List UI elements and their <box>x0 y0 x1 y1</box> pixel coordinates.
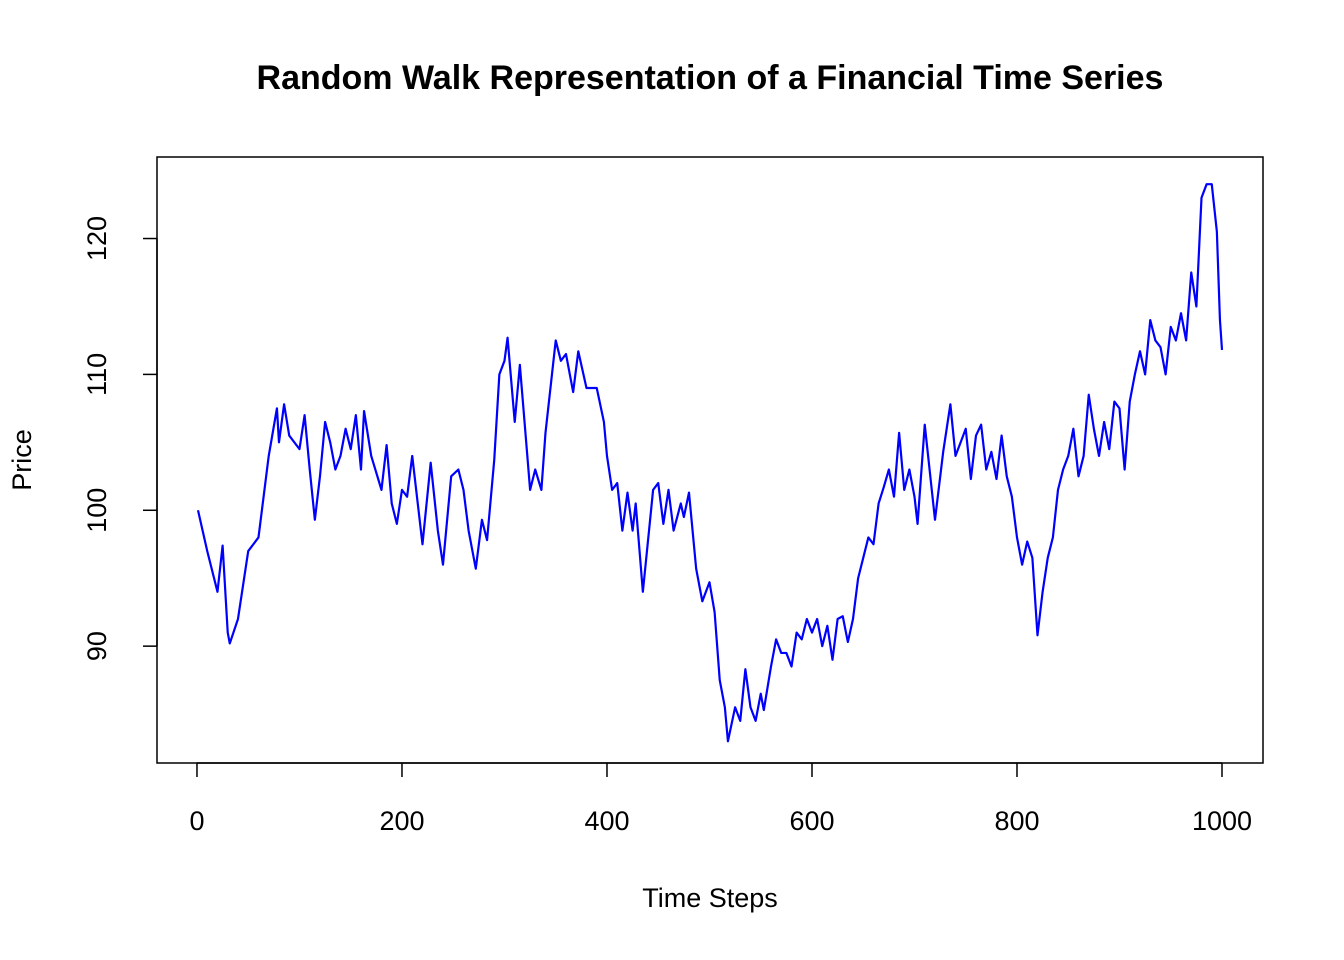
x-tick-label: 800 <box>994 806 1039 836</box>
x-tick-label: 200 <box>379 806 424 836</box>
y-tick-label: 120 <box>82 216 112 261</box>
chart-title: Random Walk Representation of a Financia… <box>257 59 1164 97</box>
x-tick-label: 400 <box>584 806 629 836</box>
x-tick-label: 1000 <box>1192 806 1252 836</box>
y-tick-label: 110 <box>82 353 112 396</box>
price-line <box>196 183 1224 743</box>
x-tick-label: 0 <box>189 806 204 836</box>
y-tick-label: 100 <box>82 488 112 533</box>
y-tick-label: 90 <box>82 631 112 661</box>
plot-frame <box>156 156 1264 764</box>
x-tick-label: 600 <box>789 806 834 836</box>
x-axis-label: Time Steps <box>642 883 778 913</box>
y-axis-label: Price <box>7 429 37 491</box>
